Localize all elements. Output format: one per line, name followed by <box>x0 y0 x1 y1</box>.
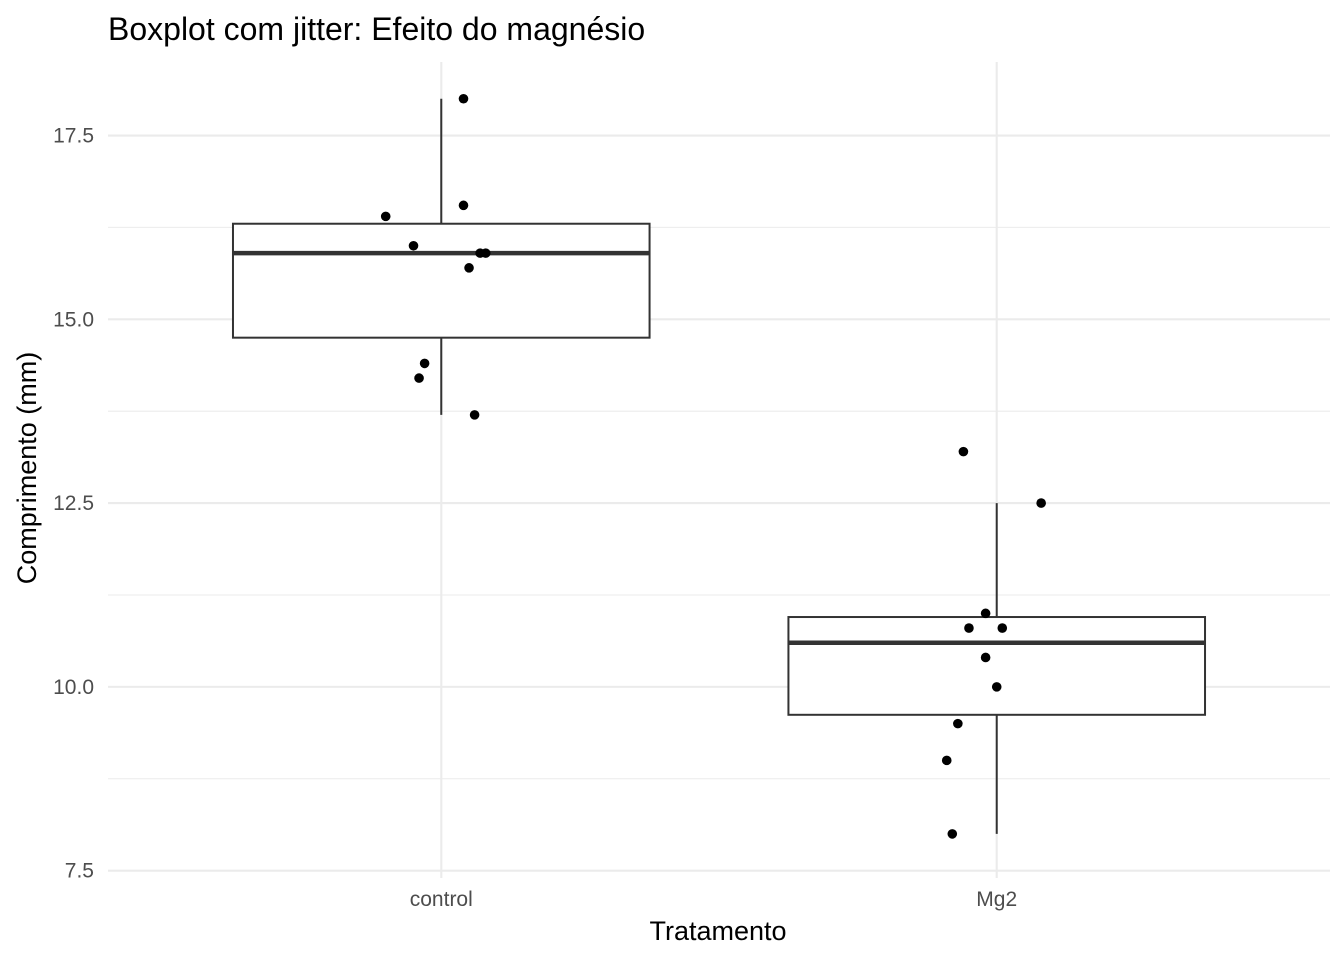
grid <box>108 62 1330 878</box>
x-tick-labels: control Mg2 <box>410 888 1017 911</box>
data-point <box>997 623 1008 633</box>
x-axis-title: Tratamento <box>649 916 786 946</box>
y-tick-label: 17.5 <box>53 125 94 148</box>
y-tick-labels: 7.5 10.0 12.5 15.0 17.5 <box>53 125 94 883</box>
chart-title: Boxplot com jitter: Efeito do magnésio <box>108 11 645 47</box>
data-point <box>1036 498 1046 508</box>
jitter-points <box>380 93 1046 839</box>
y-tick-label: 7.5 <box>65 860 94 883</box>
data-point <box>469 410 480 420</box>
y-tick-label: 12.5 <box>53 492 94 515</box>
box-control <box>231 222 651 339</box>
y-tick-label: 10.0 <box>53 676 94 699</box>
y-tick-label: 15.0 <box>53 308 94 331</box>
x-tick-label: control <box>410 888 473 911</box>
data-point <box>414 373 424 383</box>
data-point <box>941 755 952 766</box>
data-point <box>947 829 958 839</box>
data-point <box>480 248 491 258</box>
data-point <box>958 446 969 457</box>
data-point <box>953 718 963 729</box>
data-point <box>980 608 991 619</box>
data-point <box>464 263 474 273</box>
data-point <box>419 358 430 369</box>
data-point <box>964 623 974 633</box>
data-point <box>408 240 419 251</box>
x-tick-label: Mg2 <box>976 888 1017 911</box>
data-point <box>380 211 391 222</box>
data-point <box>458 93 469 104</box>
boxes <box>231 98 1207 834</box>
data-point <box>980 652 991 663</box>
box-Mg2 <box>787 616 1207 716</box>
data-point <box>991 682 1002 692</box>
y-axis-title: Comprimento (mm) <box>12 352 42 585</box>
data-point <box>458 200 469 211</box>
